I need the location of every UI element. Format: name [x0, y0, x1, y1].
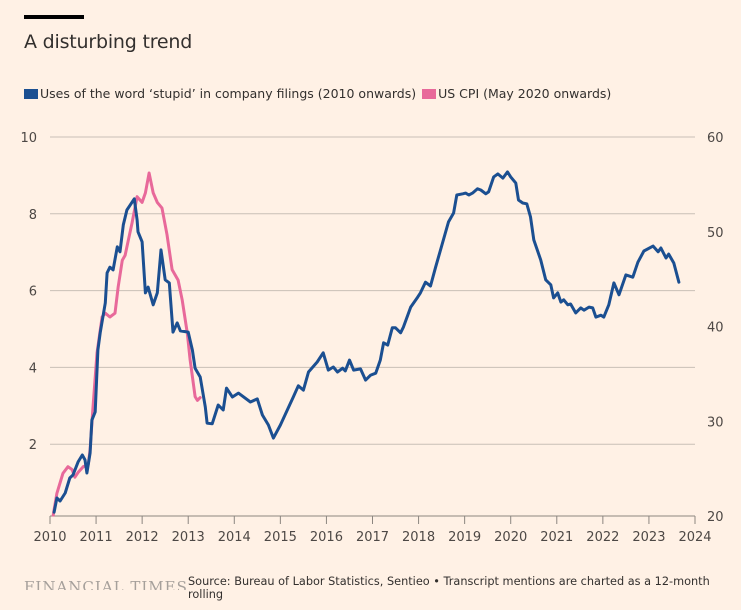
x-tick-label: 2020 — [494, 530, 527, 545]
x-tick-label: 2013 — [172, 530, 205, 545]
title-accent-bar — [24, 15, 84, 19]
x-tick-label: 2018 — [402, 530, 435, 545]
x-tick-label: 2014 — [218, 530, 251, 545]
y-right-tick-label: 50 — [707, 226, 724, 241]
y-right-tick-label: 60 — [707, 131, 724, 146]
axes: 2 4 6 8 10 20 30 40 50 60 2010 2011 2012 2013 2014 2015… — [20, 131, 723, 545]
series-line-us-cpi — [51, 171, 202, 517]
x-tick-label: 2016 — [310, 530, 343, 545]
series-lines — [51, 170, 681, 517]
y-left-tick-label: 10 — [20, 131, 37, 146]
x-tick-label: 2011 — [80, 530, 113, 545]
x-tick-label: 2019 — [448, 530, 481, 545]
x-tick-label: 2012 — [126, 530, 159, 545]
legend-swatch-cpi — [422, 88, 437, 99]
series-line-stupid-mentions — [52, 170, 681, 514]
x-tick-label: 2021 — [540, 530, 573, 545]
x-tick-label: 2010 — [33, 530, 66, 545]
x-tick-label: 2017 — [356, 530, 389, 545]
x-tick-label: 2022 — [586, 530, 619, 545]
legend-item-stupid: Uses of the word ‘stupid’ in company fil… — [24, 86, 416, 101]
x-tick-label: 2015 — [264, 530, 297, 545]
gridlines — [50, 136, 695, 445]
y-left-tick-label: 6 — [29, 285, 37, 300]
y-right-tick-label: 20 — [707, 510, 724, 525]
y-right-tick-label: 40 — [707, 321, 724, 336]
legend-label-cpi: US CPI (May 2020 onwards) — [438, 86, 612, 101]
ft-logo: FINANCIAL TIMES — [24, 578, 188, 590]
x-tick-label: 2023 — [632, 530, 665, 545]
x-tick-label: 2024 — [678, 530, 711, 545]
chart-title: A disturbing trend — [24, 31, 193, 53]
y-left-tick-label: 2 — [29, 438, 37, 453]
source-note: Source: Bureau of Labor Statistics, Sent… — [188, 575, 710, 601]
y-left-tick-label: 8 — [29, 208, 37, 223]
y-left-tick-label: 4 — [29, 361, 37, 376]
legend-item-cpi: US CPI (May 2020 onwards) — [422, 86, 611, 101]
legend-label-stupid: Uses of the word ‘stupid’ in company fil… — [40, 86, 417, 101]
legend-swatch-stupid — [24, 88, 38, 99]
legend: Uses of the word ‘stupid’ in company fil… — [24, 86, 617, 101]
y-right-tick-label: 30 — [707, 415, 724, 430]
